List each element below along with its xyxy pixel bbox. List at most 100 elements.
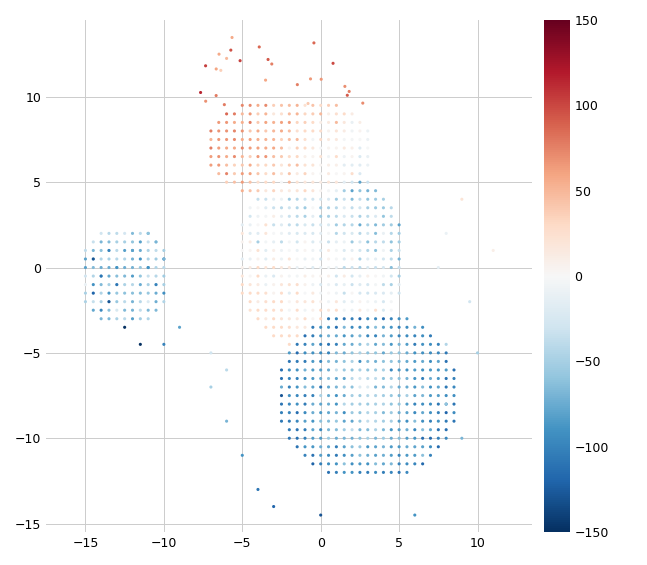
Point	[386, 451, 397, 460]
Point	[316, 374, 326, 383]
Point	[402, 408, 412, 417]
Point	[394, 289, 404, 298]
Point	[96, 237, 106, 246]
Point	[394, 314, 404, 323]
Point	[284, 425, 294, 434]
Point	[300, 357, 310, 366]
Point	[410, 399, 420, 408]
Point	[449, 416, 459, 425]
Point	[316, 366, 326, 375]
Point	[80, 289, 91, 298]
Point	[316, 297, 326, 306]
Point	[300, 220, 310, 229]
Point	[261, 152, 271, 161]
Point	[253, 144, 263, 153]
Point	[347, 237, 357, 246]
Point	[339, 280, 349, 289]
Point	[269, 152, 279, 161]
Point	[308, 263, 318, 272]
Point	[331, 468, 342, 477]
Point	[206, 160, 216, 170]
Point	[284, 254, 294, 263]
Point	[284, 186, 294, 195]
Point	[292, 391, 302, 400]
Point	[324, 135, 334, 144]
Point	[324, 434, 334, 443]
Point	[331, 416, 342, 425]
Point	[300, 331, 310, 340]
Point	[324, 195, 334, 204]
Point	[324, 289, 334, 298]
Point	[331, 229, 342, 238]
Point	[308, 451, 318, 460]
Point	[261, 272, 271, 281]
Point	[284, 408, 294, 417]
Point	[135, 280, 146, 289]
Point	[355, 366, 365, 375]
Point	[324, 127, 334, 136]
Point	[120, 306, 130, 315]
Point	[284, 349, 294, 358]
Point	[221, 416, 232, 425]
Point	[371, 186, 381, 195]
Point	[316, 152, 326, 161]
Point	[371, 314, 381, 323]
Point	[300, 391, 310, 400]
Point	[355, 442, 365, 451]
Point	[425, 374, 435, 383]
Point	[355, 331, 365, 340]
Point	[300, 306, 310, 315]
Point	[347, 366, 357, 375]
Point	[135, 340, 146, 349]
Point	[245, 254, 256, 263]
Point	[159, 246, 169, 255]
Point	[362, 340, 373, 349]
Point	[331, 366, 342, 375]
Point	[245, 237, 256, 246]
Point	[339, 442, 349, 451]
Point	[465, 297, 475, 306]
Point	[269, 110, 279, 119]
Point	[362, 306, 373, 315]
Point	[308, 374, 318, 383]
Point	[96, 272, 106, 281]
Point	[316, 416, 326, 425]
Point	[433, 442, 443, 451]
Point	[229, 127, 239, 136]
Point	[371, 459, 381, 468]
Point	[449, 399, 459, 408]
Point	[355, 425, 365, 434]
Point	[112, 254, 122, 263]
Point	[221, 110, 232, 119]
Point	[394, 399, 404, 408]
Point	[371, 416, 381, 425]
Point	[135, 297, 146, 306]
Point	[96, 289, 106, 298]
Point	[371, 212, 381, 221]
Point	[284, 314, 294, 323]
Point	[371, 340, 381, 349]
Point	[339, 212, 349, 221]
Point	[410, 459, 420, 468]
Point	[316, 237, 326, 246]
Point	[316, 451, 326, 460]
Point	[88, 263, 98, 272]
Point	[206, 127, 216, 136]
Point	[331, 246, 342, 255]
Point	[292, 229, 302, 238]
Point	[104, 246, 114, 255]
Point	[159, 254, 169, 263]
Point	[417, 399, 428, 408]
Point	[386, 272, 397, 281]
Point	[151, 280, 161, 289]
Point	[269, 101, 279, 110]
Point	[221, 144, 232, 153]
Point	[112, 297, 122, 306]
Point	[269, 314, 279, 323]
Point	[347, 246, 357, 255]
Point	[284, 280, 294, 289]
Point	[261, 169, 271, 178]
Point	[253, 280, 263, 289]
Point	[112, 314, 122, 323]
Point	[425, 442, 435, 451]
